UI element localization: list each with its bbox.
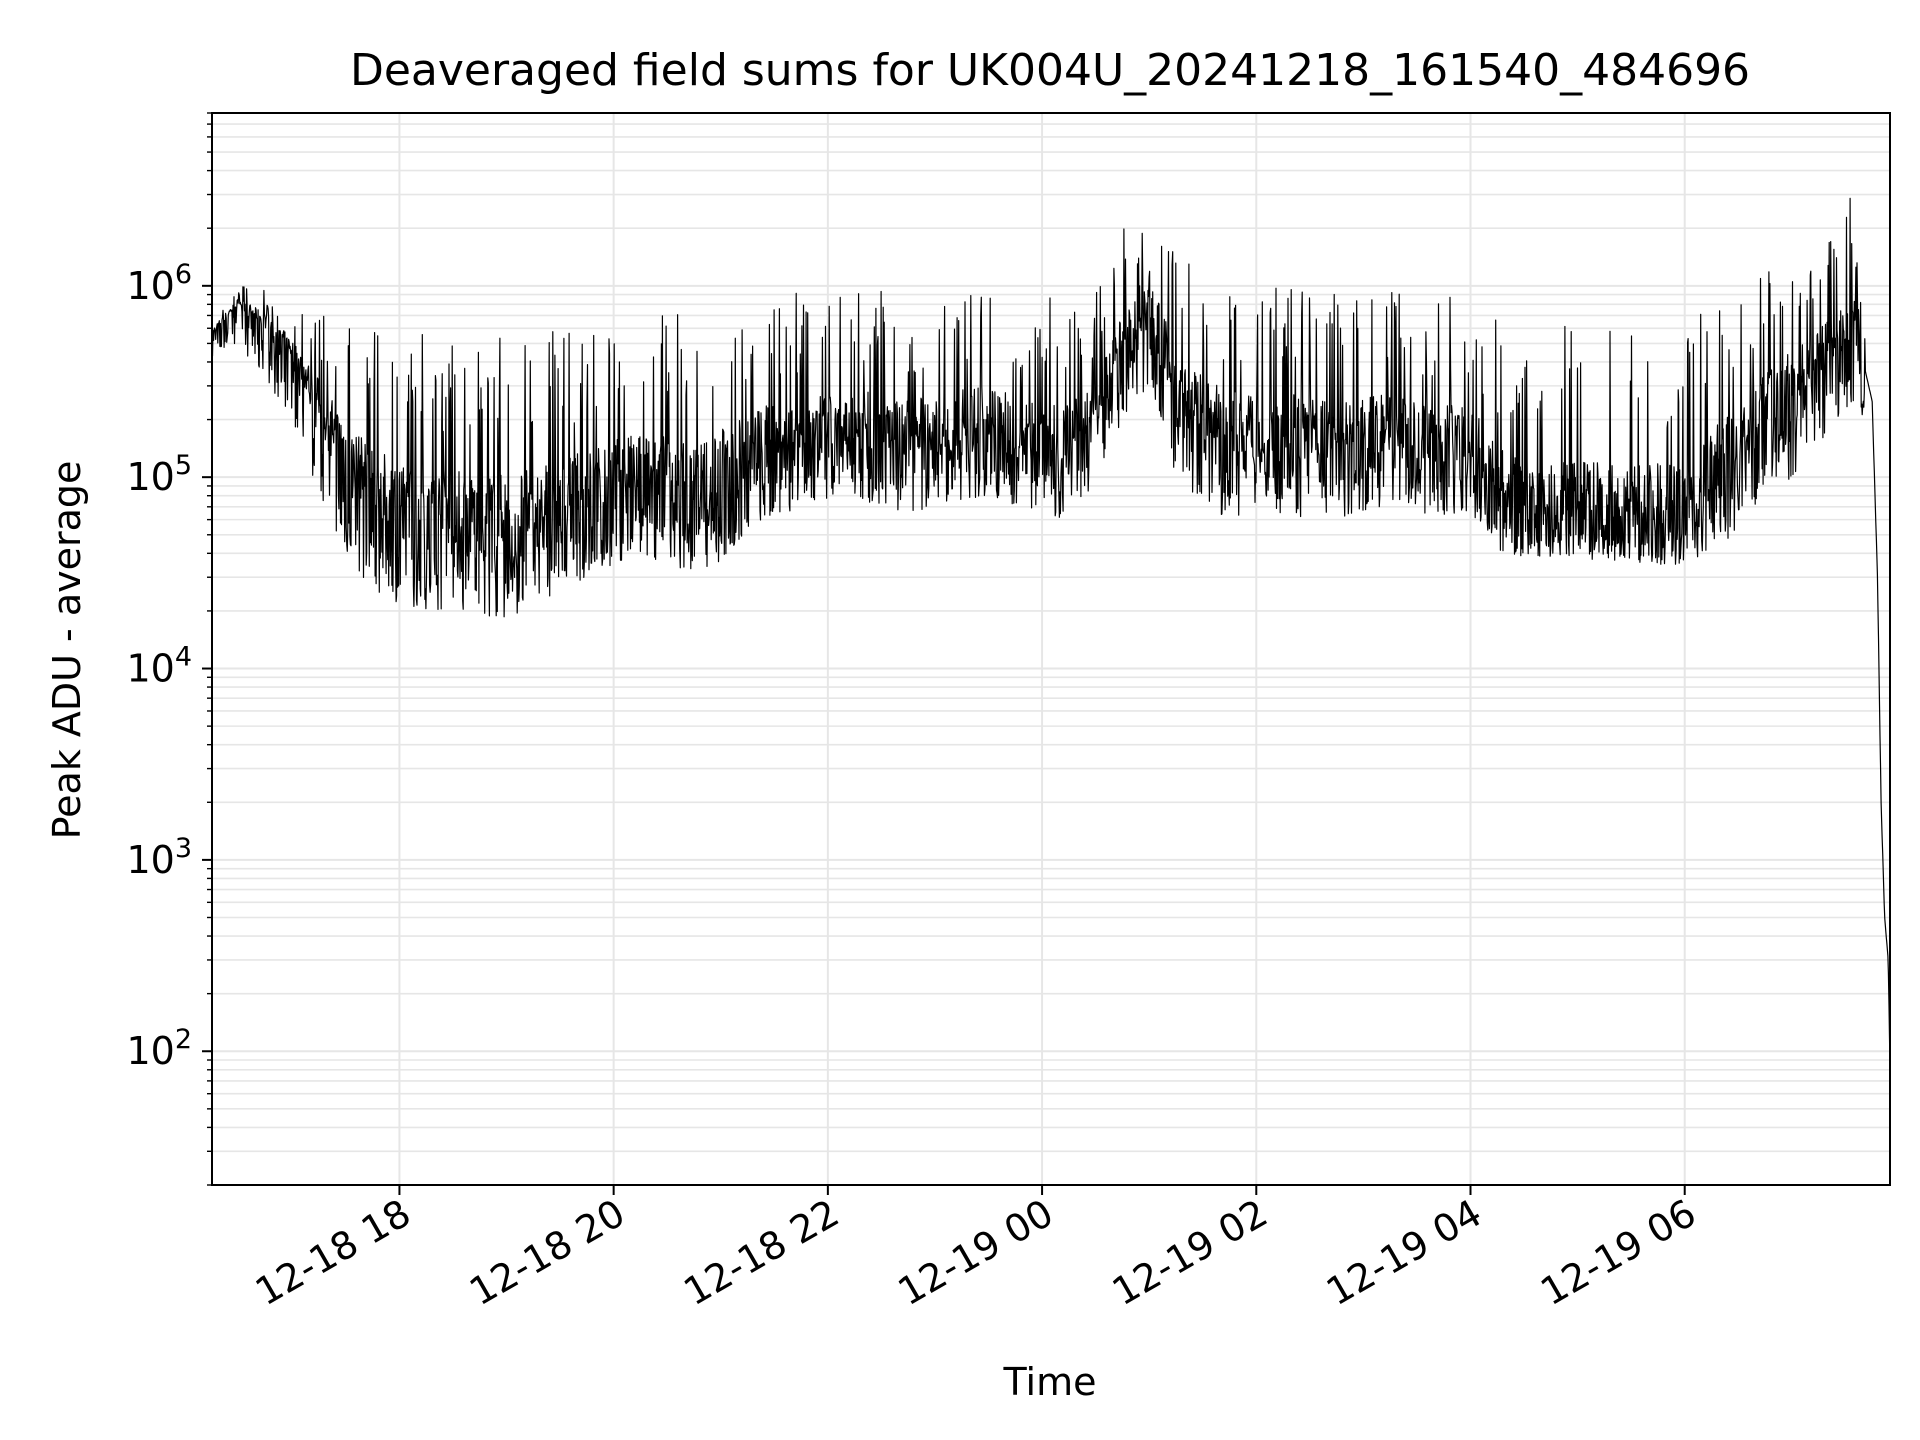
y-tick-label: 104 <box>126 642 192 691</box>
series-line-layer <box>211 197 1891 1070</box>
x-axis-label: Time <box>1003 1360 1097 1404</box>
y-tick-label: 105 <box>126 450 192 499</box>
series-line <box>211 197 1891 1070</box>
plot-area-frame <box>211 112 1891 1186</box>
y-tick-label: 106 <box>126 259 192 308</box>
x-grid-lines <box>398 113 1686 1185</box>
y-axis-ticks: 102 103 104 105 106 <box>126 112 212 1186</box>
y-tick-label: 102 <box>126 1024 192 1073</box>
y-tick-label: 103 <box>126 833 192 882</box>
y-axis-label: Peak ADU - average <box>45 461 89 840</box>
chart-title: Deaveraged field sums for UK004U_2024121… <box>350 45 1750 96</box>
